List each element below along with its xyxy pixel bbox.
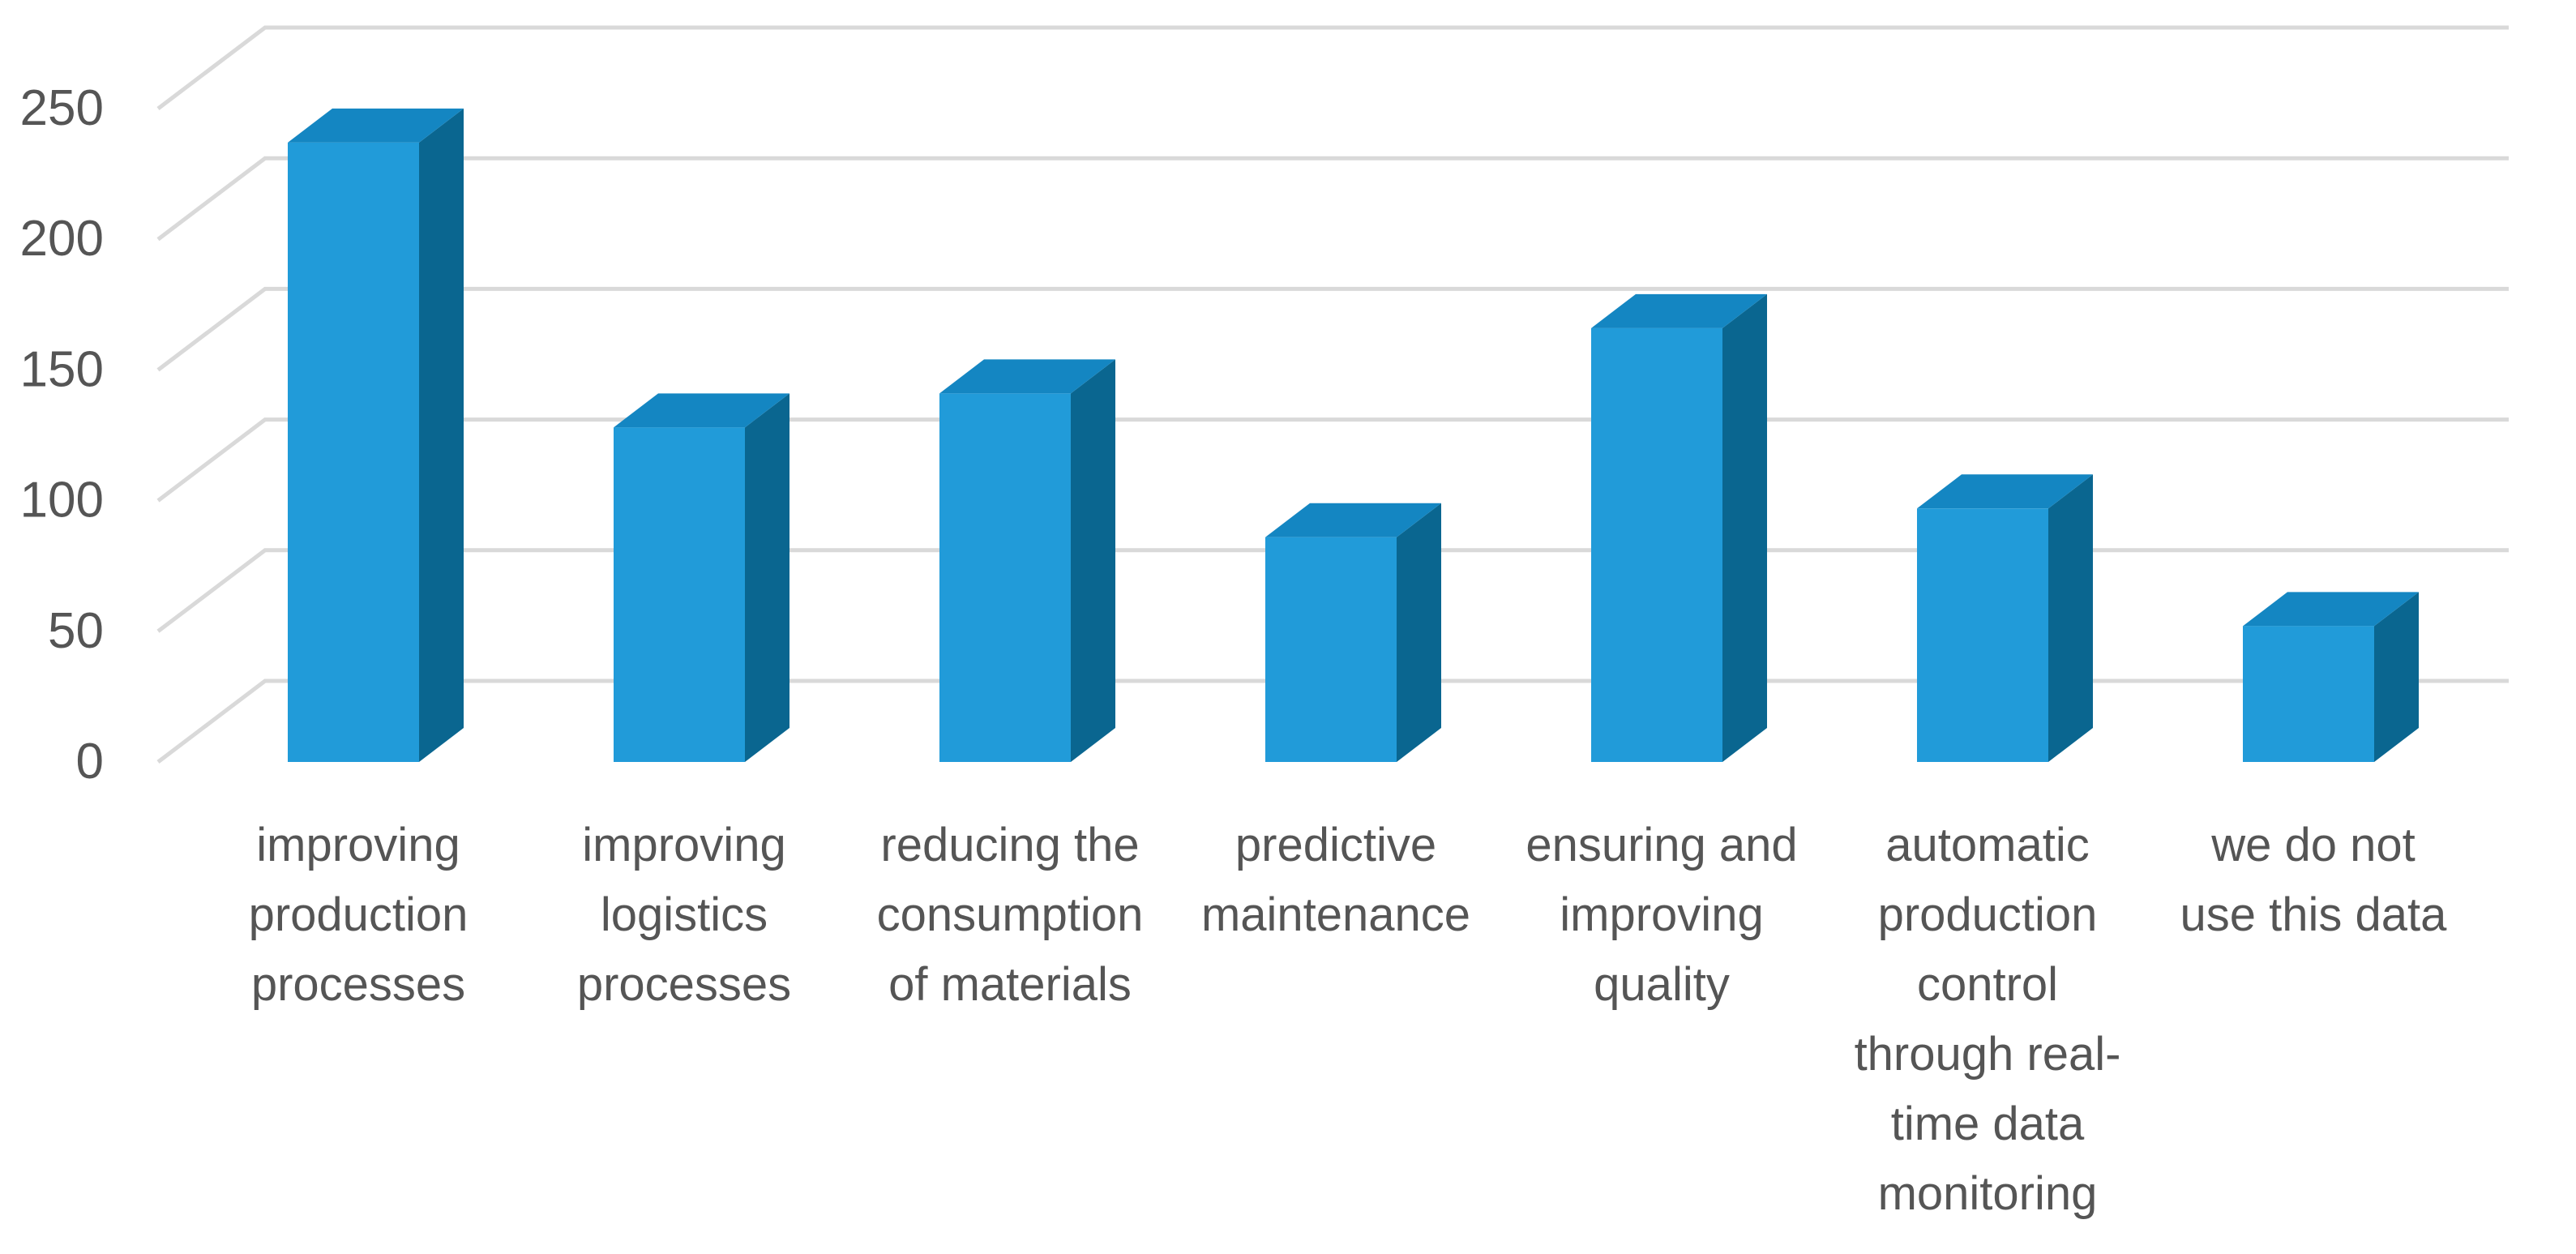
gridline-250 xyxy=(156,25,2509,110)
bar-top xyxy=(939,359,1115,394)
x-category-label-4: predictive maintenance xyxy=(1201,819,1470,941)
x-category-label-3: reducing the consumption of materials xyxy=(877,819,1144,1011)
y-tick-label-0: 0 xyxy=(76,734,104,790)
x-category-label-6: automatic production control through real-t… xyxy=(1855,819,2121,1220)
bar-top xyxy=(1917,474,2093,509)
bar-side xyxy=(745,393,789,762)
bar-front xyxy=(1265,537,1397,762)
y-axis-ticks: 0 50 100 150 200 250 xyxy=(20,80,104,790)
x-category-label-2: improving logistics processes xyxy=(577,819,791,1011)
bar-top xyxy=(614,393,789,428)
bars xyxy=(288,108,2419,763)
x-category-label-5: ensuring and improving quality xyxy=(1525,819,1797,1011)
x-category-label-7: we do not use this data xyxy=(2180,819,2448,941)
bar-side xyxy=(419,108,464,763)
bar-side xyxy=(2374,592,2419,762)
bar-1 xyxy=(288,108,464,763)
bar-7 xyxy=(2243,592,2419,762)
bar-top xyxy=(1591,293,1767,328)
x-axis-labels: improving production processes improving log… xyxy=(249,819,2448,1220)
y-tick-label-50: 50 xyxy=(48,603,104,659)
bar-front xyxy=(614,427,745,762)
bar-side xyxy=(1397,503,1441,762)
y-tick-label-150: 150 xyxy=(20,341,104,397)
bar-4 xyxy=(1265,503,1441,762)
gridline-150 xyxy=(156,286,2509,372)
bar-front xyxy=(1917,508,2048,762)
bar-top xyxy=(2243,592,2419,627)
y-tick-label-100: 100 xyxy=(20,473,104,529)
bar-side xyxy=(2048,474,2093,762)
gridline-100 xyxy=(156,417,2509,503)
bar-side xyxy=(1722,293,1767,762)
bar-2 xyxy=(614,393,789,762)
bar-3 xyxy=(939,359,1115,762)
y-tick-label-250: 250 xyxy=(20,80,104,136)
gridline-200 xyxy=(156,156,2509,242)
bar-5 xyxy=(1591,293,1767,762)
bar-top xyxy=(1265,503,1441,537)
bar-side xyxy=(1071,359,1115,762)
x-category-label-1: improving production processes xyxy=(249,819,469,1011)
y-tick-label-200: 200 xyxy=(20,211,104,267)
bar-6 xyxy=(1917,474,2093,762)
bar-front xyxy=(288,142,419,763)
bar-front xyxy=(939,393,1071,762)
bar-front xyxy=(2243,626,2374,762)
bar-front xyxy=(1591,327,1722,762)
bar-top xyxy=(288,108,464,143)
